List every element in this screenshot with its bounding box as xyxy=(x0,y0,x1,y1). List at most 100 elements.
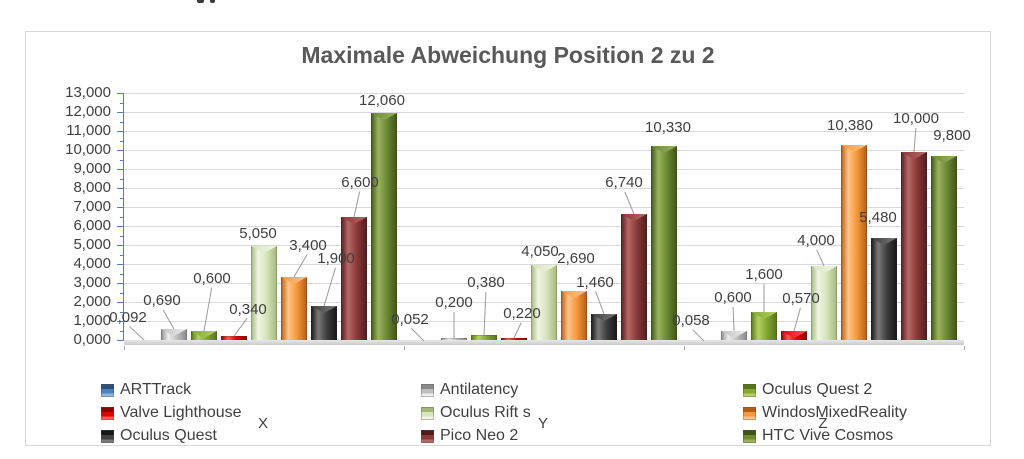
bar-top-bevel xyxy=(721,331,747,338)
category-label-x: X xyxy=(257,415,268,432)
legend-marker-arttrack xyxy=(101,383,114,397)
bar-valve-lighthouse-x[interactable]: 0,340 xyxy=(221,302,267,342)
minor-tick xyxy=(120,159,123,161)
bar-top-bevel xyxy=(531,265,557,272)
bar-oculus-rift-s-z[interactable]: 4,000 xyxy=(797,233,837,342)
category-group-z: 0,058 0,600 1,600 0,570 4,000 10,380 5,480 10,0… xyxy=(672,93,971,342)
bar-windosmixedreality-x[interactable]: 3,400 xyxy=(281,238,327,342)
legend-item-pico-neo-2[interactable]: Pico Neo 2 xyxy=(421,427,743,445)
bar-groups: 0,092 0,690 0,600 0,340 5,050 3,400 1,900 6,600… xyxy=(109,93,971,342)
bar-oculus-quest-z[interactable]: 5,480 xyxy=(859,210,897,342)
legend-item-htc-vive-cosmos[interactable]: HTC Vive Cosmos xyxy=(743,427,907,445)
legend-label: Antilatency xyxy=(440,381,519,398)
major-tick xyxy=(117,283,123,284)
legend-marker-antilatency xyxy=(421,383,434,397)
legend-item-windosmixedreality[interactable]: WindosMixedReality xyxy=(743,404,907,422)
minor-tick xyxy=(120,216,123,218)
data-label-antilatency-z: 0,600 xyxy=(714,289,752,307)
y-axis-tick-label: 4,000 xyxy=(73,255,111,272)
bar-top-bevel xyxy=(591,314,617,321)
bar-top-bevel xyxy=(311,306,337,313)
legend-marker-windosmixedreality xyxy=(743,406,756,420)
bar-top-bevel xyxy=(751,312,777,319)
bar-htc-vive-cosmos-z[interactable]: 9,800 xyxy=(931,128,971,342)
bar-oculus-rift-s-x[interactable]: 5,050 xyxy=(239,226,277,342)
data-label-antilatency-y: 0,200 xyxy=(435,294,473,312)
data-label-leader-line xyxy=(624,191,635,215)
legend: ARTTrack Antilatency Oculus Quest 2 Valve L… xyxy=(101,379,907,447)
legend-label: ARTTrack xyxy=(120,381,192,398)
bar-windosmixedreality-z[interactable]: 10,380 xyxy=(827,118,873,342)
data-label-leader-line xyxy=(732,306,735,332)
data-label-leader-line xyxy=(763,284,765,312)
data-label-leader-line xyxy=(913,128,917,153)
legend-label: WindosMixedReality xyxy=(762,404,907,421)
legend-marker-pico-neo-2 xyxy=(421,429,434,443)
legend-item-arttrack[interactable]: ARTTrack xyxy=(101,381,421,399)
legend-label: Oculus Quest 2 xyxy=(762,381,873,398)
cropped-text-artifact xyxy=(210,0,215,3)
y-axis-tick-label: 9,000 xyxy=(73,160,111,177)
bar-oculus-quest-2-x[interactable]: 0,600 xyxy=(191,271,231,342)
y-axis-tick-label: 0,000 xyxy=(73,331,111,348)
data-label-pico-neo-2-y: 6,740 xyxy=(605,174,643,192)
chart-object[interactable]: Maximale Abweichung Position 2 zu 2 13,0… xyxy=(25,31,991,446)
bar-oculus-quest-x[interactable]: 1,900 xyxy=(311,251,355,342)
bar-top-bevel xyxy=(251,246,277,253)
bar-oculus-quest-y[interactable]: 1,460 xyxy=(576,275,617,342)
bar-htc-vive-cosmos-x[interactable]: 12,060 xyxy=(359,93,405,342)
bar-valve-lighthouse-z[interactable]: 0,570 xyxy=(781,291,820,342)
data-label-leader-line xyxy=(793,307,801,332)
legend-label: Oculus Rift s xyxy=(440,404,531,421)
legend-item-valve-lighthouse[interactable]: Valve Lighthouse xyxy=(101,404,421,422)
bar-top-bevel xyxy=(341,217,367,224)
bar-oculus-quest-2-z[interactable]: 1,600 xyxy=(745,267,783,342)
data-label-pico-neo-2-x: 6,600 xyxy=(341,174,379,192)
category-label-y: Y xyxy=(537,415,548,432)
category-label-z: Z xyxy=(818,415,828,432)
bar-antilatency-x[interactable]: 0,690 xyxy=(143,293,187,342)
legend-item-oculus-rift-s[interactable]: Oculus Rift s xyxy=(421,404,743,422)
bar-oculus-rift-s-y[interactable]: 4,050 xyxy=(521,244,559,342)
x-axis-boundary-tick xyxy=(964,346,965,350)
major-tick xyxy=(117,340,123,341)
bar-pico-neo-2-z[interactable]: 10,000 xyxy=(893,111,939,342)
major-tick xyxy=(117,245,123,246)
legend-marker-valve-lighthouse xyxy=(101,406,114,420)
minor-tick xyxy=(120,273,123,275)
bar-windosmixedreality-y[interactable]: 2,690 xyxy=(557,251,595,342)
y-axis-labels: 13,000 12,000 11,000 10,000 9,000 8,000 7,000 6… xyxy=(26,84,117,348)
bar-pico-neo-2-y[interactable]: 6,740 xyxy=(605,175,647,342)
data-label-arttrack-x: 0,092 xyxy=(109,309,147,327)
bar-top-bevel xyxy=(161,329,187,336)
minor-tick xyxy=(120,102,123,104)
legend-item-oculus-quest[interactable]: Oculus Quest xyxy=(101,427,421,445)
bar-top-bevel xyxy=(651,146,677,153)
minor-tick xyxy=(120,235,123,237)
data-label-leader-line xyxy=(353,191,361,218)
bar-top-bevel xyxy=(901,152,927,159)
y-axis-ticks xyxy=(117,93,123,341)
data-label-leader-line xyxy=(162,309,175,330)
major-tick xyxy=(117,207,123,208)
bar-oculus-quest-2-y[interactable]: 0,380 xyxy=(467,275,505,342)
chart-title[interactable]: Maximale Abweichung Position 2 zu 2 xyxy=(301,42,715,68)
bar-top-bevel xyxy=(561,291,587,298)
minor-tick xyxy=(120,254,123,256)
legend-item-oculus-quest-2[interactable]: Oculus Quest 2 xyxy=(743,381,907,399)
bar-pico-neo-2-x[interactable]: 6,600 xyxy=(341,175,379,342)
data-label-leader-line xyxy=(595,291,605,315)
legend-marker-oculus-rift-s xyxy=(421,406,434,420)
bar-htc-vive-cosmos-y[interactable]: 10,330 xyxy=(645,120,691,342)
legend-label: HTC Vive Cosmos xyxy=(762,427,894,444)
x-axis-boundary-tick xyxy=(684,346,685,350)
data-label-leader-line xyxy=(203,287,213,332)
data-label-oculus-quest-2-y: 0,380 xyxy=(467,274,505,292)
data-label-htc-vive-cosmos-x: 12,060 xyxy=(359,92,405,110)
legend-item-antilatency[interactable]: Antilatency xyxy=(421,381,743,399)
y-axis-tick-label: 10,000 xyxy=(65,141,111,158)
bar-top-bevel xyxy=(811,266,837,273)
chart-floor xyxy=(124,340,964,345)
bar-antilatency-z[interactable]: 0,600 xyxy=(714,290,752,342)
data-label-leader-line xyxy=(513,322,522,339)
